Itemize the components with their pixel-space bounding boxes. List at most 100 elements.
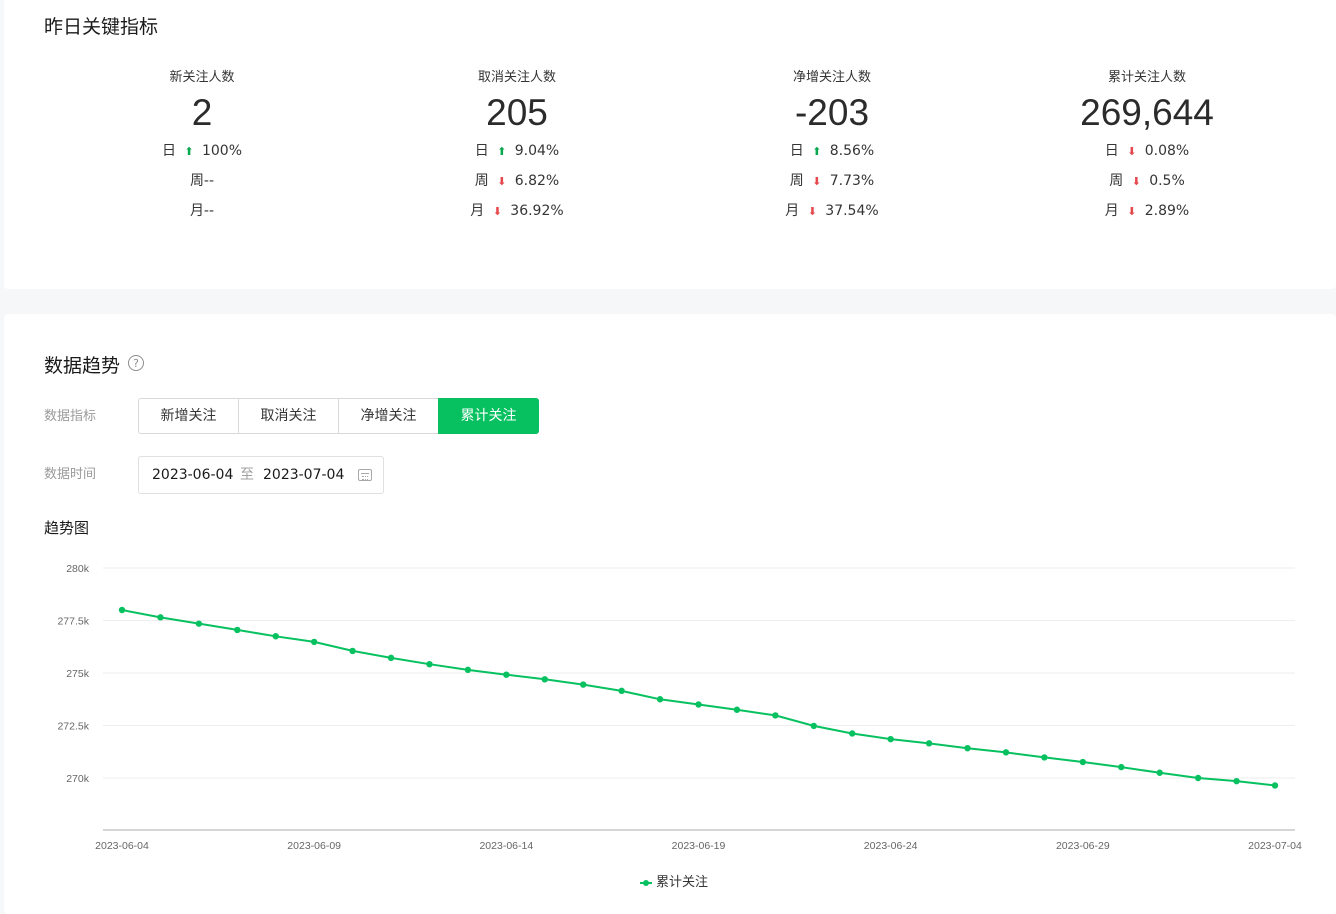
date-end[interactable]: 2023-07-04 [263,467,345,483]
data-point [234,626,241,634]
period-label: 日 [1104,143,1119,159]
arrow-up-icon: ⬆ [812,145,822,158]
date-separator: 至 [240,467,254,483]
metric-segmented-control: 新增关注 取消关注 净增关注 累计关注 [138,398,539,434]
data-point [695,701,702,708]
metric-change-row: 周 ⬇ 7.73% [707,166,957,196]
metric-change-row: 周-- [77,166,327,196]
period-label: 日 [161,143,176,159]
metric-change-row: 日 ⬆ 100% [77,136,327,166]
data-point [426,660,433,668]
percent-change: 0.08% [1144,143,1190,159]
arrow-down-icon: ⬇ [812,175,822,188]
data-point [656,696,664,703]
metric-card-2: 净增关注人数 -203 日 ⬆ 8.56% 周 ⬇ 7.73% 月 ⬇ 37.54% [707,66,957,226]
data-point [157,614,164,621]
arrow-up-icon: ⬆ [184,145,194,158]
legend-swatch-icon [640,879,652,887]
period-label: 月 [785,203,800,219]
metric-selector-label: 数据指标 [44,409,97,424]
chart-title: 趋势图 [44,519,90,537]
metric-change-row: 月-- [77,196,327,226]
data-point [1194,774,1202,782]
metric-card-3: 累计关注人数 269,644 日 ⬇ 0.08% 周 ⬇ 0.5% 月 ⬇ 2.89% [1022,66,1272,226]
period-label: 月-- [189,203,215,219]
data-point [1041,754,1048,761]
period-label: 周 [1109,173,1124,189]
period-label: 月 [1104,203,1119,219]
arrow-down-icon: ⬇ [1127,145,1137,158]
percent-change: 37.54% [825,203,879,219]
period-label: 周-- [189,173,215,189]
data-point [310,638,318,646]
data-point [849,730,856,737]
arrow-up-icon: ⬆ [497,145,507,158]
data-point [118,606,126,614]
data-point [1156,769,1163,776]
metric-change-row: 日 ⬆ 9.04% [392,136,642,166]
key-metrics-title: 昨日关键指标 [44,16,159,38]
metric-change-row: 周 ⬇ 0.5% [1022,166,1272,196]
data-point [925,740,933,747]
metric-label: 净增关注人数 [792,70,871,85]
period-label: 日 [789,143,804,159]
metric-tab-unfollow[interactable]: 取消关注 [238,398,339,434]
metric-card-0: 新关注人数 2 日 ⬆ 100% 周-- 月-- [77,66,327,226]
x-tick-label: 2023-06-09 [287,840,341,852]
metric-card-1: 取消关注人数 205 日 ⬆ 9.04% 周 ⬇ 6.82% 月 ⬇ 36.92% [392,66,642,226]
data-point [387,654,395,662]
key-metrics-card: 昨日关键指标 新关注人数 2 日 ⬆ 100% 周-- 月-- 取消关注人数 205 日 ⬆ 9.04… [4,0,1336,289]
percent-change: 8.56% [829,143,875,159]
help-icon[interactable]: ? [128,355,144,371]
period-label: 周 [474,173,489,189]
percent-change: 36.92% [510,203,564,219]
percent-change: 6.82% [514,173,560,189]
data-point [580,681,587,688]
x-tick-label: 2023-06-14 [479,840,533,852]
x-tick-label: 2023-06-19 [672,840,726,852]
data-point [464,666,472,674]
metric-tab-net-follow[interactable]: 净增关注 [338,398,439,434]
metric-value: 205 [486,92,548,133]
period-label: 日 [474,143,489,159]
date-start[interactable]: 2023-06-04 [152,467,234,483]
percent-change: 0.5% [1149,173,1185,189]
arrow-down-icon: ⬇ [1127,205,1137,218]
metric-change-row: 月 ⬇ 2.89% [1022,196,1272,226]
arrow-down-icon: ⬇ [492,205,502,218]
chart-legend[interactable]: 累计关注 [640,871,708,890]
metric-change-row: 日 ⬇ 0.08% [1022,136,1272,166]
date-range-label: 数据时间 [44,467,97,482]
trend-line-chart: 280k 277.5k 275k 272.5k 270k 2023-06-04 2023-0… [57,563,1302,852]
calendar-icon[interactable] [358,469,372,481]
data-point [1271,782,1279,789]
metric-change-row: 月 ⬇ 36.92% [392,196,642,226]
metric-tab-cumulative-follow[interactable]: 累计关注 [438,398,539,434]
metric-label: 取消关注人数 [477,70,556,85]
percent-change: 2.89% [1144,203,1190,219]
data-point [1118,763,1125,771]
y-tick-label: 275k [66,668,90,680]
percent-change: 7.73% [829,173,875,189]
y-tick-label: 272.5k [57,721,89,733]
data-point [772,712,779,719]
period-label: 周 [789,173,804,189]
data-point [272,633,279,640]
metric-tab-new-follow[interactable]: 新增关注 [138,398,239,434]
trend-title: 数据趋势 [44,355,121,377]
data-point [733,706,741,713]
arrow-down-icon: ⬇ [807,205,817,218]
data-point [503,671,510,678]
data-point [349,647,356,655]
metric-value: 2 [191,92,213,133]
metric-change-row: 周 ⬇ 6.82% [392,166,642,196]
y-tick-label: 270k [66,773,90,785]
data-point [887,735,894,743]
metric-change-row: 月 ⬇ 37.54% [707,196,957,226]
data-point [1233,777,1240,785]
arrow-down-icon: ⬇ [497,175,507,188]
x-tick-label: 2023-06-24 [864,840,918,852]
trend-card: 数据趋势 ? 数据指标 新增关注 取消关注 净增关注 累计关注 数据时间 202… [4,314,1336,914]
legend-label: 累计关注 [656,875,709,890]
date-range-picker[interactable]: 2023-06-04 至 2023-07-04 [138,456,384,494]
